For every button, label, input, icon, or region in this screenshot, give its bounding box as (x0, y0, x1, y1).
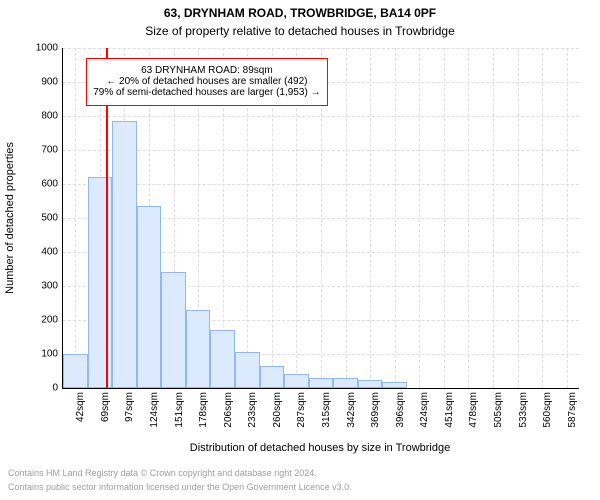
histogram-bar (284, 374, 309, 388)
x-tick-label: 124sqm (149, 392, 160, 428)
chart-title-2: Size of property relative to detached ho… (0, 24, 600, 38)
x-tick-label: 342sqm (346, 392, 357, 428)
histogram-bar (186, 310, 211, 388)
gridline-v (395, 48, 396, 388)
y-tick-label: 1000 (36, 43, 63, 54)
gridline-v (493, 48, 494, 388)
y-tick-label: 900 (41, 77, 63, 88)
x-axis-label: Distribution of detached houses by size … (62, 442, 578, 454)
y-tick-label: 0 (52, 383, 63, 394)
y-tick-label: 800 (41, 111, 63, 122)
gridline-v (370, 48, 371, 388)
histogram-bar (88, 177, 113, 388)
histogram-bar (309, 378, 334, 388)
x-tick-label: 260sqm (272, 392, 283, 428)
x-tick-label: 315sqm (321, 392, 332, 428)
x-tick-label: 533sqm (518, 392, 529, 428)
annotation-line: 63 DRYNHAM ROAD: 89sqm (93, 65, 320, 76)
chart-container: 63, DRYNHAM ROAD, TROWBRIDGE, BA14 0PF S… (0, 0, 600, 500)
footer-line-1: Contains HM Land Registry data © Crown c… (0, 468, 600, 478)
histogram-bar (112, 121, 137, 388)
x-tick-label: 396sqm (395, 392, 406, 428)
gridline-v (419, 48, 420, 388)
gridline-v (444, 48, 445, 388)
footer-line-2: Contains public sector information licen… (0, 482, 600, 492)
y-tick-label: 600 (41, 179, 63, 190)
x-tick-label: 451sqm (444, 392, 455, 428)
gridline-v (346, 48, 347, 388)
histogram-bar (382, 382, 407, 388)
gridline-v (567, 48, 568, 388)
x-tick-label: 69sqm (100, 392, 111, 422)
y-axis-label: Number of detached properties (4, 142, 16, 294)
x-tick-label: 478sqm (468, 392, 479, 428)
y-tick-label: 100 (41, 349, 63, 360)
x-tick-label: 42sqm (75, 392, 86, 422)
y-tick-label: 500 (41, 213, 63, 224)
x-tick-label: 178sqm (198, 392, 209, 428)
x-tick-label: 505sqm (493, 392, 504, 428)
gridline-v (75, 48, 76, 388)
gridline-v (518, 48, 519, 388)
gridline-v (468, 48, 469, 388)
x-tick-label: 587sqm (567, 392, 578, 428)
x-tick-label: 206sqm (223, 392, 234, 428)
histogram-bar (235, 352, 260, 388)
annotation-box: 63 DRYNHAM ROAD: 89sqm← 20% of detached … (86, 58, 327, 106)
histogram-bar (137, 206, 162, 388)
x-tick-label: 97sqm (124, 392, 135, 422)
y-tick-label: 200 (41, 315, 63, 326)
histogram-bar (260, 366, 285, 388)
x-tick-label: 287sqm (296, 392, 307, 428)
histogram-bar (210, 330, 235, 388)
histogram-bar (333, 378, 358, 388)
x-tick-label: 369sqm (370, 392, 381, 428)
x-tick-label: 560sqm (542, 392, 553, 428)
histogram-bar (358, 380, 383, 389)
plot-area: 0100200300400500600700800900100042sqm69s… (62, 48, 579, 389)
y-tick-label: 700 (41, 145, 63, 156)
y-tick-label: 300 (41, 281, 63, 292)
x-tick-label: 424sqm (419, 392, 430, 428)
histogram-bar (63, 354, 88, 388)
annotation-line: 79% of semi-detached houses are larger (… (93, 87, 320, 98)
annotation-line: ← 20% of detached houses are smaller (49… (93, 76, 320, 87)
gridline-v (542, 48, 543, 388)
y-tick-label: 400 (41, 247, 63, 258)
chart-title-1: 63, DRYNHAM ROAD, TROWBRIDGE, BA14 0PF (0, 6, 600, 20)
x-tick-label: 151sqm (174, 392, 185, 428)
histogram-bar (161, 272, 186, 388)
x-tick-label: 233sqm (247, 392, 258, 428)
